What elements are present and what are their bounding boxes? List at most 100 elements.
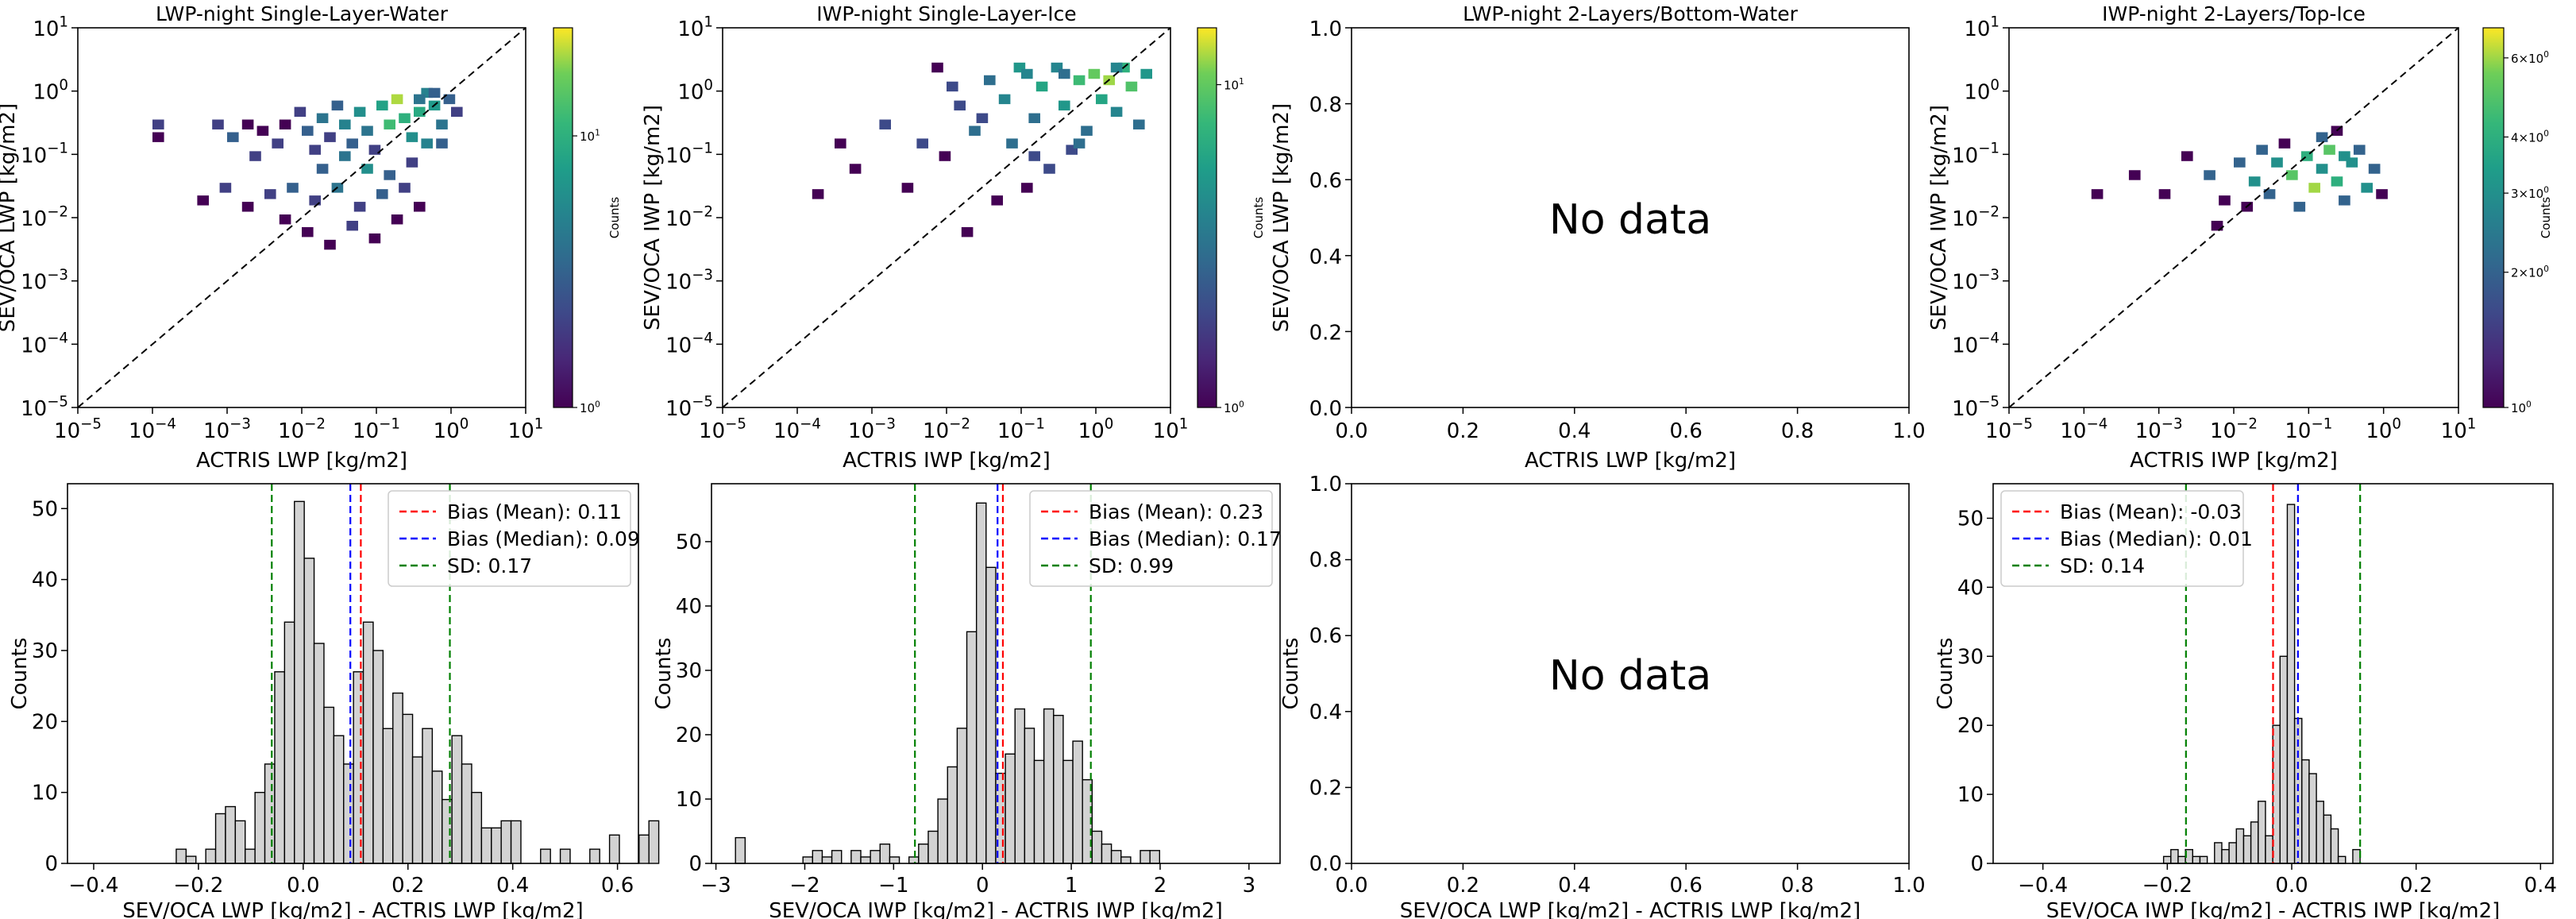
histogram-3-y-tick-label: 0.6: [1309, 624, 1342, 648]
histogram-4-bar: [2265, 835, 2273, 864]
heatmap-2-cell: [1110, 106, 1123, 118]
heatmap-2-cell: [1006, 138, 1018, 149]
heatmap-1-cell: [339, 119, 351, 129]
heatmap-3-y-tick-label: 0.6: [1309, 169, 1342, 193]
histogram-1-bar: [343, 763, 354, 864]
heatmap-1-cell: [414, 94, 426, 105]
heatmap-4-y-tick-label: 100: [1964, 77, 1999, 105]
heatmap-1-cell: [399, 113, 411, 123]
heatmap-1-cell: [436, 119, 448, 129]
heatmap-2-cell: [1133, 119, 1145, 129]
heatmap-2-cell: [1035, 81, 1048, 92]
heatmap-2-cell: [1043, 164, 1055, 174]
histogram-1-bar: [362, 621, 374, 864]
heatmap-4-cell: [2234, 157, 2246, 168]
heatmap-1-y-tick-label: 10−5: [21, 393, 68, 421]
heatmap-2-cell: [1028, 151, 1040, 161]
heatmap-1-cell: [241, 119, 254, 129]
heatmap-3-y-tick-label: 0.4: [1309, 245, 1342, 269]
heatmap-1-x-tick-label: 101: [508, 415, 544, 443]
histogram-2-x-tick-label: −1: [878, 874, 908, 898]
heatmap-4-one-to-one-line: [2008, 27, 2459, 408]
heatmap-1-y-tick-label: 10−1: [21, 141, 68, 168]
heatmap-4-colorbar-tick-label: 3×100: [2511, 185, 2549, 201]
heatmap-4-y-tick-label: 10−3: [1952, 267, 1999, 295]
heatmap-4-y-tick-label: 101: [1964, 14, 1999, 41]
heatmap-4-x-tick-label: 10−3: [2135, 415, 2183, 443]
histogram-2-y-tick-label: 50: [676, 531, 702, 554]
heatmap-1-cell: [376, 189, 388, 199]
heatmap-4-x-tick-label: 10−4: [2060, 415, 2107, 443]
heatmap-1-cell: [279, 119, 291, 129]
heatmap-4-cell: [2128, 170, 2141, 180]
histogram-2-bar: [870, 850, 881, 864]
histogram-4-bar: [2214, 842, 2223, 864]
histogram-2-y-axis-label: Counts: [652, 638, 676, 710]
histogram-2-bar: [1043, 708, 1055, 864]
heatmap-4-cell: [2204, 170, 2215, 180]
histogram-2-legend: [1029, 490, 1273, 587]
heatmap-1-cell: [376, 100, 388, 111]
heatmap-4-cell: [2353, 145, 2366, 155]
heatmap-2-cell: [1073, 75, 1086, 86]
histogram-1-bar: [648, 820, 660, 864]
heatmap-4-cell: [2368, 164, 2381, 174]
histogram-1-y-tick-label: 40: [32, 569, 58, 593]
heatmap-1-cell: [309, 145, 321, 155]
histogram-4-bar: [2352, 848, 2361, 864]
histogram-1-y-axis-label: Counts: [8, 638, 32, 710]
histogram-2-y-tick-label: 30: [676, 659, 702, 683]
histogram-1-bar: [500, 820, 512, 864]
histogram-1-bar: [323, 706, 335, 864]
histogram-1-bar: [333, 735, 345, 864]
histogram-2-bar: [831, 850, 843, 864]
heatmap-2-colorbar-tick-label: 101: [1224, 77, 1244, 93]
histogram-1-x-tick-label: 0.2: [391, 874, 424, 898]
histogram-4-bar: [2330, 828, 2339, 864]
histogram-1-bar: [402, 713, 414, 864]
heatmap-4-cell: [2293, 202, 2306, 212]
histogram-1-bar: [225, 805, 237, 864]
histogram-1-bar: [254, 791, 266, 864]
histogram-1-bar: [411, 756, 423, 864]
heatmap-1-x-tick-label: 10−2: [278, 415, 326, 443]
heatmap-2-cell: [1125, 81, 1138, 92]
histogram-4-x-tick-label: 0.4: [2524, 874, 2557, 898]
heatmap-2-cell: [947, 81, 958, 92]
heatmap-4-colorbar-tick-label: 100: [2511, 400, 2532, 415]
heatmap-1-title: LWP-night Single-Layer-Water: [156, 2, 449, 25]
histogram-2-bar: [937, 798, 948, 864]
heatmap-1-cell: [391, 94, 403, 105]
histogram-4-bar: [2162, 855, 2172, 864]
heatmap-1-cell: [256, 125, 269, 136]
histogram-2-bar: [1120, 856, 1132, 864]
heatmap-1-x-tick-label: 10−4: [129, 415, 176, 443]
histogram-2-bar: [850, 850, 862, 864]
histogram-1-bar: [392, 692, 403, 864]
heatmap-1-cell: [241, 202, 254, 212]
heatmap-2-cell: [976, 113, 989, 123]
heatmap-1-cell: [384, 119, 395, 129]
heatmap-2-cell: [1059, 100, 1070, 111]
histogram-1-bar: [431, 770, 443, 864]
heatmap-2-cell: [991, 195, 1003, 206]
histogram-1-bar: [559, 848, 571, 864]
histogram-2-bar: [1005, 753, 1016, 864]
heatmap-1-x-axis-label: ACTRIS LWP [kg/m2]: [196, 449, 407, 473]
histogram-1-y-tick-label: 30: [32, 639, 58, 663]
histogram-3-frame: [1351, 483, 1910, 864]
heatmap-4-cell: [2376, 189, 2388, 199]
heatmap-1-one-to-one-line: [77, 27, 526, 408]
heatmap-1-cell: [361, 164, 373, 174]
histogram-2-bar: [908, 856, 920, 864]
heatmap-1-cell: [331, 100, 344, 111]
histogram-4-bar: [2221, 848, 2230, 864]
heatmap-1-x-tick-label: 10−5: [54, 415, 102, 443]
heatmap-2-cell: [969, 125, 981, 136]
heatmap-2-cell: [1140, 68, 1152, 79]
heatmap-2-y-tick-label: 10−5: [665, 393, 713, 421]
histogram-2-bar: [927, 830, 939, 864]
histogram-3-y-tick-label: 0.2: [1309, 776, 1342, 800]
heatmap-1-cell: [414, 106, 426, 118]
heatmap-1-cell: [287, 183, 299, 193]
